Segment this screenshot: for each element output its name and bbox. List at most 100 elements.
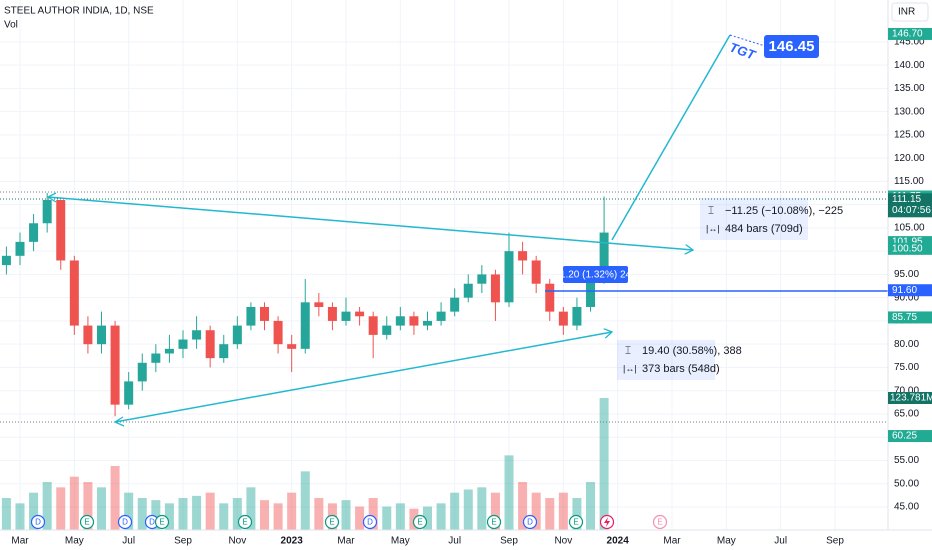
target-line: [611, 34, 731, 241]
volume-bar: [192, 495, 202, 530]
event-label: E: [242, 518, 247, 527]
drawings: −11.25 (−10.08%), −225 484 bars (709d) ⌶…: [0, 34, 888, 427]
volume-bar: [56, 487, 66, 530]
price-axis-bg: [888, 0, 932, 550]
volume-bar: [151, 500, 161, 530]
volume-bar: [558, 492, 568, 530]
price-badge-label: 111.15: [892, 194, 922, 205]
volume-bar: [178, 498, 188, 530]
y-tick-label: 90.00: [894, 292, 919, 303]
candle-body: [572, 306, 582, 326]
y-tick-label: 140.00: [894, 60, 925, 71]
trendline: [114, 332, 612, 423]
volume-bar: [341, 500, 351, 530]
volume-bar: [504, 455, 514, 530]
y-tick-label: 135.00: [894, 83, 925, 94]
y-tick-label: 125.00: [894, 130, 925, 141]
candle-body: [205, 330, 215, 359]
volume: [1, 398, 609, 530]
candle-body: [83, 325, 93, 345]
event-label: E: [573, 518, 578, 527]
volume-bar: [545, 498, 555, 530]
candle-body: [490, 274, 500, 303]
candle-body: [327, 306, 337, 321]
volume-bar: [96, 487, 106, 530]
candle-body: [151, 353, 161, 363]
event-marker: [652, 514, 668, 530]
x-tick-label: Sep: [500, 536, 518, 547]
x-tick-label: May: [65, 536, 84, 547]
candle-body: [531, 260, 541, 284]
candle-body: [124, 381, 134, 405]
candle-body: [69, 260, 79, 326]
volume-bar: [246, 487, 256, 530]
candle-body: [56, 200, 66, 261]
volume-badge: [888, 392, 932, 405]
target-tag: TGT: [728, 40, 759, 63]
arrow: [113, 416, 125, 427]
y-tick-label: 95.00: [894, 269, 919, 280]
x-tick-label: Nov: [228, 536, 246, 547]
volume-bar: [355, 506, 365, 530]
candle-body: [436, 311, 446, 321]
arrow: [46, 192, 57, 203]
candle-body: [314, 302, 324, 307]
candle-body: [137, 362, 147, 382]
y-tick-label: 115.00: [894, 176, 924, 187]
price-badge: [888, 27, 932, 40]
candle-body: [368, 316, 378, 335]
volume-bar: [1, 498, 11, 530]
candle-body: [409, 316, 419, 326]
event-marker: [522, 514, 538, 530]
event-label: D: [35, 518, 41, 527]
candle-body: [395, 316, 405, 326]
candle-body: [164, 348, 174, 354]
volume-bar: [368, 498, 378, 530]
y-tick-label: 75.00: [894, 362, 919, 373]
volume-bar: [29, 492, 39, 530]
x-tick-label: Mar: [663, 536, 681, 547]
axes: 45.0050.0055.0060.0065.0070.0075.0080.00…: [11, 27, 932, 547]
price-badge-label: 60.25: [892, 431, 917, 442]
x-tick-label: Mar: [11, 536, 29, 547]
currency[interactable]: INR: [898, 7, 915, 18]
volume-bar: [110, 466, 120, 530]
event-marker: [362, 514, 378, 530]
volume-bar: [205, 492, 215, 530]
icon: |↔|: [623, 363, 637, 373]
candle-body: [558, 311, 568, 326]
breakout-label: 1.20 (1.32%) 24: [560, 270, 632, 281]
candle-body: [273, 320, 283, 345]
chart-subtitle: Vol: [4, 20, 18, 31]
x-tick-label: Nov: [554, 536, 572, 547]
measure-text: 373 bars (548d): [642, 363, 720, 375]
target-badge: [764, 35, 819, 58]
y-tick-label: 120.00: [894, 153, 925, 164]
event-label: D: [122, 518, 128, 527]
candle-body: [450, 297, 460, 312]
currency-box[interactable]: [891, 2, 929, 22]
candle-body: [518, 251, 528, 261]
event-marker: [412, 514, 428, 530]
volume-bar: [436, 503, 446, 530]
event-label: D: [527, 518, 533, 527]
y-tick-label: 105.00: [894, 223, 925, 234]
candle-body: [1, 255, 11, 266]
volume-badge-label: 123.781M: [890, 393, 932, 404]
y-tick-label: 50.00: [894, 478, 919, 489]
measure-text: 19.40 (30.58%), 388: [642, 345, 742, 357]
event-marker: [237, 514, 253, 530]
price-badge-label: 85.75: [892, 312, 917, 323]
price-badge-label: 101.95: [892, 237, 923, 248]
volume-bar: [300, 471, 310, 530]
price-badge: [888, 284, 932, 297]
event-marker: [117, 514, 133, 530]
volume-bar: [314, 498, 324, 530]
candle-body: [110, 325, 120, 405]
x-tick-label: Jul: [774, 536, 787, 547]
x-tick-label: Sep: [174, 536, 192, 547]
volume-bar: [490, 492, 500, 530]
candle-body: [192, 330, 202, 340]
candle-body: [219, 344, 229, 359]
